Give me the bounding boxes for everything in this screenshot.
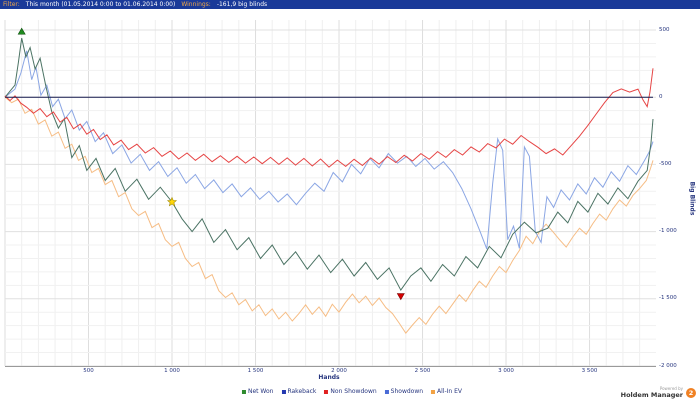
x-tick-label: 3 000 <box>498 368 514 374</box>
series-all-in-ev <box>4 96 654 334</box>
x-tick-label: 2 500 <box>414 368 431 374</box>
branding-footer: Powered by Holdem Manager 2 <box>621 387 696 399</box>
chart-legend: Net Won Rakeback Non Showdown Showdown All-I… <box>241 388 462 395</box>
series-showdown <box>4 50 654 250</box>
y-tick-label: -2 000 <box>659 362 677 369</box>
filter-label: Filter: <box>3 1 20 8</box>
series-net-won <box>4 37 654 292</box>
y-tick-label: -500 <box>659 160 672 167</box>
x-tick-label: 1 500 <box>247 368 264 374</box>
legend-swatch-icon <box>324 389 329 394</box>
legend-swatch-icon <box>384 389 389 394</box>
legend-label: Rakeback <box>287 388 317 395</box>
y-tick-label: 500 <box>659 26 670 33</box>
legend-label: Non Showdown <box>330 388 377 395</box>
legend-label: Net Won <box>247 388 274 395</box>
legend-swatch-icon <box>241 389 246 394</box>
legend-item-showdown[interactable]: Showdown <box>384 388 424 395</box>
legend-swatch-icon <box>431 389 436 394</box>
legend-item-non-showdown[interactable]: Non Showdown <box>324 388 377 395</box>
x-tick-label: 3 500 <box>581 368 598 374</box>
legend-item-rakeback[interactable]: Rakeback <box>281 388 316 395</box>
y-tick-label: -1 500 <box>659 295 677 302</box>
star-marker-icon <box>166 196 178 207</box>
legend-label: All-In EV <box>437 388 463 395</box>
triangle-down-marker-icon <box>396 293 405 301</box>
powered-by-text: Powered by <box>659 386 683 392</box>
legend-label: Showdown <box>390 388 424 395</box>
holdem-manager-2-logo-icon: 2 <box>686 388 696 399</box>
legend-item-net-won[interactable]: Net Won <box>241 388 274 395</box>
filter-value: This month (01.05.2014 0:00 to 01.06.201… <box>25 1 176 8</box>
x-tick-label: 2 000 <box>331 368 347 374</box>
legend-item-all-in-ev[interactable]: All-In EV <box>431 388 462 395</box>
series-non-showdown <box>4 68 654 168</box>
legend-swatch-icon <box>281 389 286 394</box>
brand-name: Holdem Manager <box>620 390 683 399</box>
winnings-label: Winnings: <box>181 1 211 8</box>
x-tick-label: 500 <box>83 368 94 374</box>
winnings-value: -161,9 big blinds <box>216 1 268 8</box>
x-tick-label: 1 000 <box>164 368 180 374</box>
y-axis-title: Big Blinds <box>688 181 696 216</box>
gridlines <box>4 20 656 367</box>
x-axis-title: Hands <box>318 374 340 381</box>
title-bar: Filter: This month (01.05.2014 0:00 to 0… <box>0 0 700 9</box>
triangle-up-marker-icon <box>17 27 26 35</box>
y-tick-label: -1 000 <box>659 228 677 235</box>
y-tick-label: 0 <box>659 93 663 100</box>
